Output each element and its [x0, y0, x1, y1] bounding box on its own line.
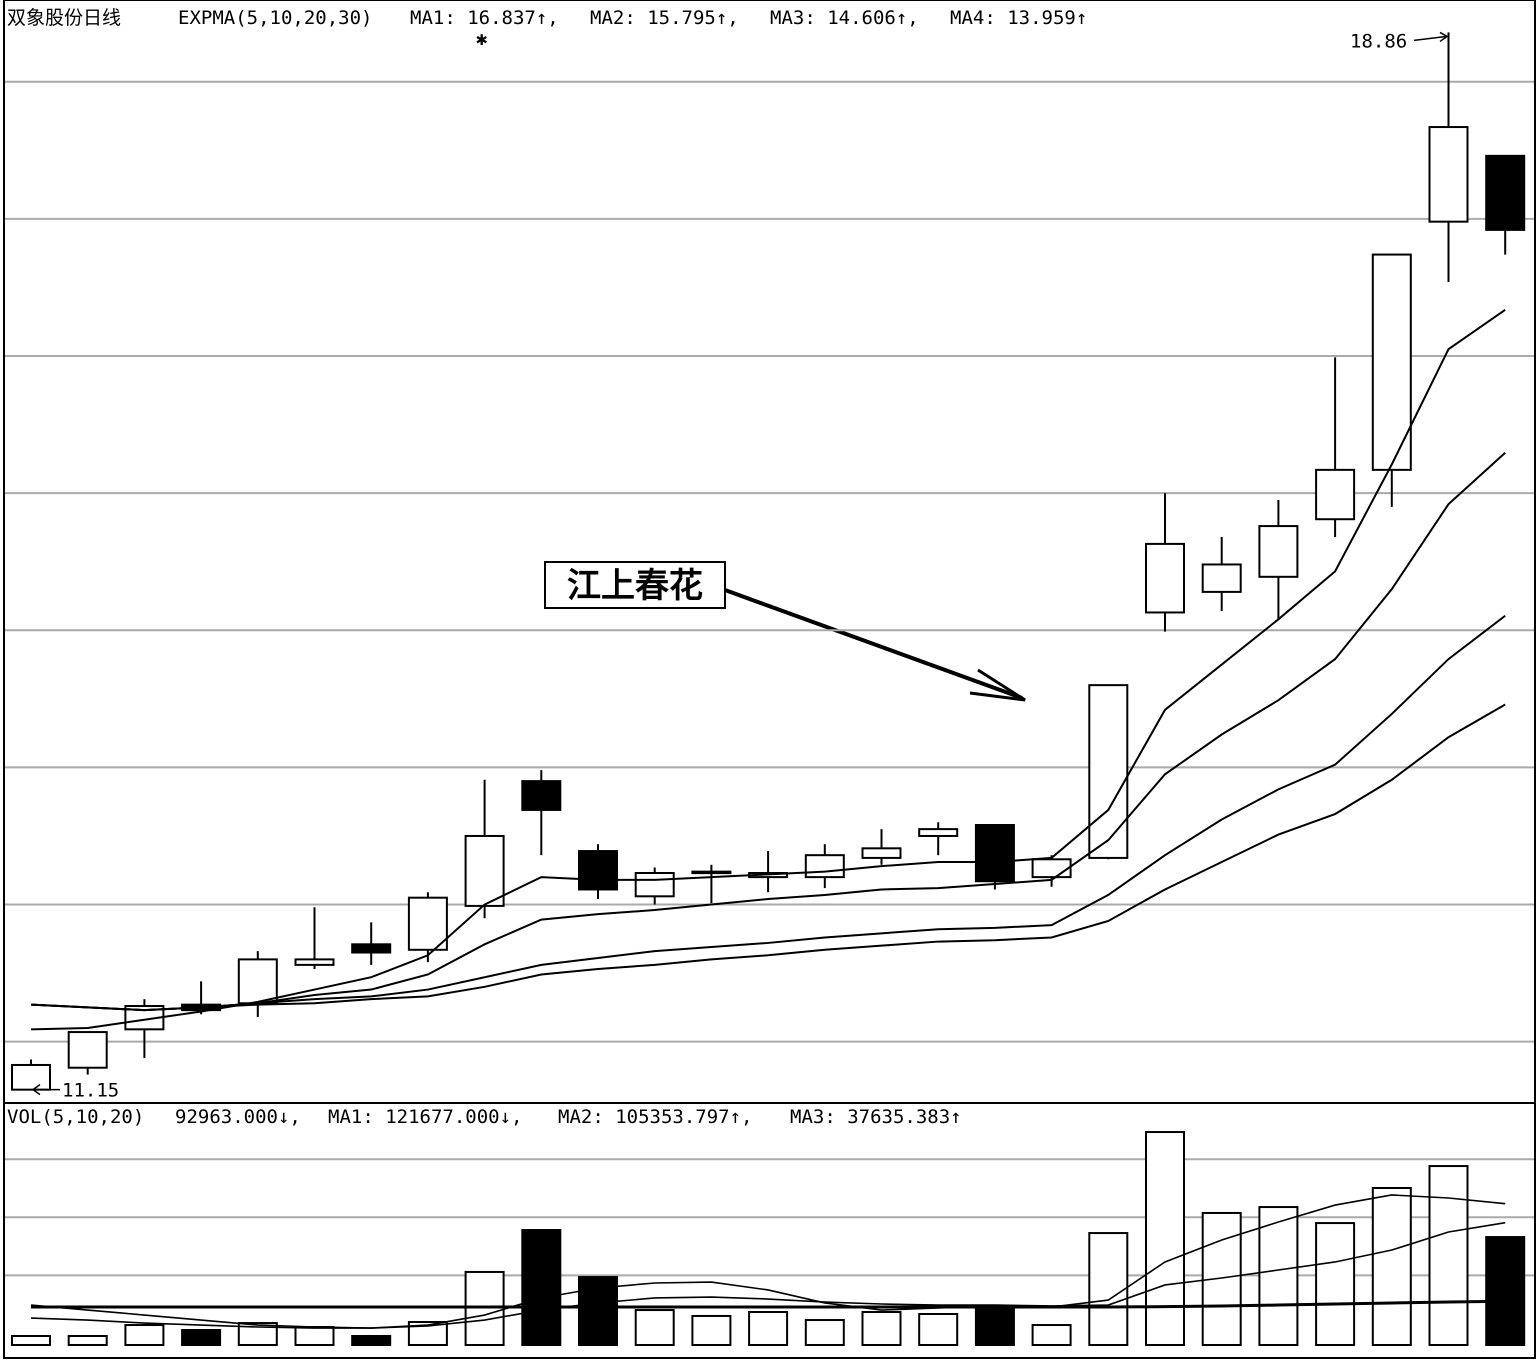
- candle-body: [11, 1063, 51, 1091]
- expma-line: [30, 451, 1506, 1012]
- volume-bar: [748, 1311, 789, 1347]
- candle-body: [237, 958, 278, 1005]
- legend-entry: MA2: 105353.797↑,: [558, 1106, 752, 1128]
- candle-body: [691, 870, 732, 875]
- volume-bar: [1371, 1187, 1412, 1347]
- candle-body: [578, 850, 618, 891]
- volume-bar: [237, 1322, 278, 1346]
- frame: [3, 0, 1536, 1359]
- callout-arrowhead: [969, 668, 1026, 702]
- legend-entry: MA1: 16.837↑,: [410, 7, 559, 29]
- volume-bar: [1428, 1165, 1469, 1346]
- legend-entry: MA4: 13.959↑: [950, 7, 1087, 29]
- volume-bar: [521, 1229, 562, 1346]
- candle-body: [918, 828, 959, 837]
- volume-bar: [294, 1326, 335, 1347]
- volume-bar: [861, 1311, 902, 1347]
- volume-bar: [1485, 1236, 1526, 1346]
- volume-ma-line: [30, 1221, 1506, 1329]
- candle-body: [1258, 525, 1299, 578]
- volume-ma-line: [30, 1194, 1506, 1329]
- volume-bar: [1258, 1206, 1299, 1346]
- legend-entry: 92963.000↓,: [175, 1106, 301, 1128]
- legend-entry: MA1: 121677.000↓,: [328, 1106, 522, 1128]
- volume-title: VOL(5,10,20): [7, 1106, 144, 1128]
- candle-body: [407, 896, 448, 951]
- volume-bar: [11, 1335, 51, 1347]
- legend-entry: MA2: 15.795↑,: [590, 7, 739, 29]
- candle-body: [294, 958, 335, 966]
- candle-body: [1088, 684, 1129, 859]
- high-label: 18.86: [1350, 30, 1407, 52]
- volume-bar: [691, 1314, 732, 1346]
- volume-ma-line: [31, 1299, 1506, 1309]
- candle-body: [351, 943, 392, 954]
- legend-entry: MA3: 14.606↑,: [770, 7, 919, 29]
- candle-body: [1485, 154, 1526, 231]
- star-marker: ✱: [476, 28, 487, 50]
- candle-body: [804, 854, 845, 879]
- candle-body: [634, 872, 675, 898]
- candle-body: [1315, 468, 1356, 521]
- callout-box: [544, 561, 726, 609]
- candle-body: [521, 780, 562, 811]
- volume-bar: [974, 1306, 1015, 1346]
- volume-bar: [1088, 1232, 1129, 1347]
- volume-bar: [181, 1329, 222, 1346]
- chart-title: 双象股份日线: [7, 7, 121, 29]
- expma-line: [30, 703, 1506, 1012]
- low-label: 11.15: [62, 1080, 119, 1102]
- volume-bar: [918, 1312, 959, 1347]
- candle-body: [464, 834, 505, 907]
- high-arrow: [1413, 31, 1449, 43]
- volume-bar: [67, 1335, 108, 1347]
- legend-entry: MA3: 37635.383↑: [790, 1106, 962, 1128]
- low-arrow: [31, 1084, 60, 1096]
- volume-bar: [1315, 1222, 1356, 1347]
- candle-body: [1031, 858, 1072, 879]
- volume-bar: [1145, 1131, 1185, 1347]
- callout-arrow: [724, 588, 1023, 700]
- candle-body: [1201, 563, 1242, 593]
- expma-line: [30, 309, 1506, 1031]
- volume-bar: [1031, 1324, 1072, 1346]
- indicator-name: EXPMA(5,10,20,30): [178, 7, 372, 29]
- volume-bar: [634, 1309, 675, 1346]
- expma-line: [30, 614, 1506, 1012]
- candle-body: [1371, 253, 1412, 471]
- volume-bar: [124, 1324, 165, 1346]
- callout-text: 江上春花: [567, 566, 703, 606]
- candle-body: [67, 1031, 108, 1069]
- candle-body: [1428, 126, 1469, 223]
- candle-body: [861, 847, 902, 859]
- candle-body: [974, 824, 1015, 883]
- candle-body: [1145, 542, 1185, 614]
- volume-bar: [407, 1321, 448, 1347]
- volume-bar: [804, 1319, 845, 1346]
- volume-bar: [351, 1335, 392, 1347]
